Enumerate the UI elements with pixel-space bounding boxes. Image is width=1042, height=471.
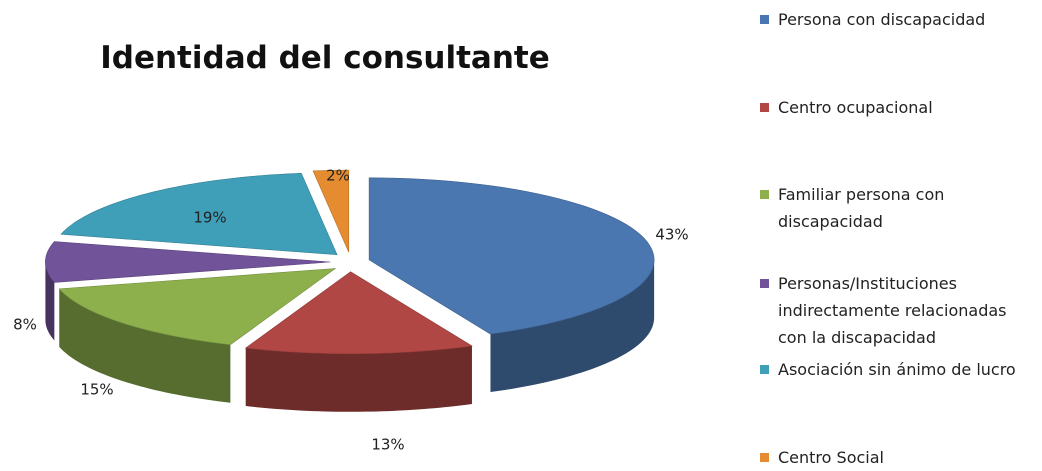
legend-swatch xyxy=(760,190,769,199)
data-label: 19% xyxy=(193,209,226,227)
data-label: 43% xyxy=(655,226,688,244)
chart-title: Identidad del consultante xyxy=(100,40,550,76)
slice xyxy=(312,169,350,253)
legend-label: Personas/Instituciones indirectamente re… xyxy=(778,274,1007,347)
legend-swatch xyxy=(760,279,769,288)
legend-label: Familiar persona con discapacidad xyxy=(778,185,945,231)
slice-side xyxy=(490,259,655,393)
legend-item: Centro ocupacional xyxy=(760,94,1040,121)
data-label: 2% xyxy=(326,167,350,185)
legend-label: Asociación sin ánimo de lucro xyxy=(778,360,1016,379)
sides xyxy=(45,259,655,412)
legend-swatch xyxy=(760,103,769,112)
legend-label: Centro Social xyxy=(778,448,884,467)
slice xyxy=(45,241,331,283)
legend-item: Personas/Instituciones indirectamente re… xyxy=(760,270,1040,351)
slice xyxy=(368,177,655,335)
legend-item: Centro Social xyxy=(760,444,1040,471)
slice-side xyxy=(59,288,231,403)
legend-swatch xyxy=(760,365,769,374)
slice xyxy=(60,172,338,255)
data-label: 13% xyxy=(371,436,404,454)
legend-swatch xyxy=(760,453,769,462)
chart: Identidad del consultante 43% 13% 15% 8% 19%… xyxy=(13,40,689,454)
legend-swatch xyxy=(760,15,769,24)
legend-label: Persona con discapacidad xyxy=(778,10,986,29)
slice xyxy=(244,271,473,355)
legend-item: Familiar persona con discapacidad xyxy=(760,181,1040,235)
slice xyxy=(58,268,337,346)
slice-side xyxy=(245,345,472,412)
slice-side xyxy=(45,262,55,341)
legend-item: Asociación sin ánimo de lucro xyxy=(760,356,1040,383)
data-label: 8% xyxy=(13,316,37,334)
legend-label: Centro ocupacional xyxy=(778,98,933,117)
data-label: 15% xyxy=(80,381,113,399)
legend-item: Persona con discapacidad xyxy=(760,6,1040,33)
